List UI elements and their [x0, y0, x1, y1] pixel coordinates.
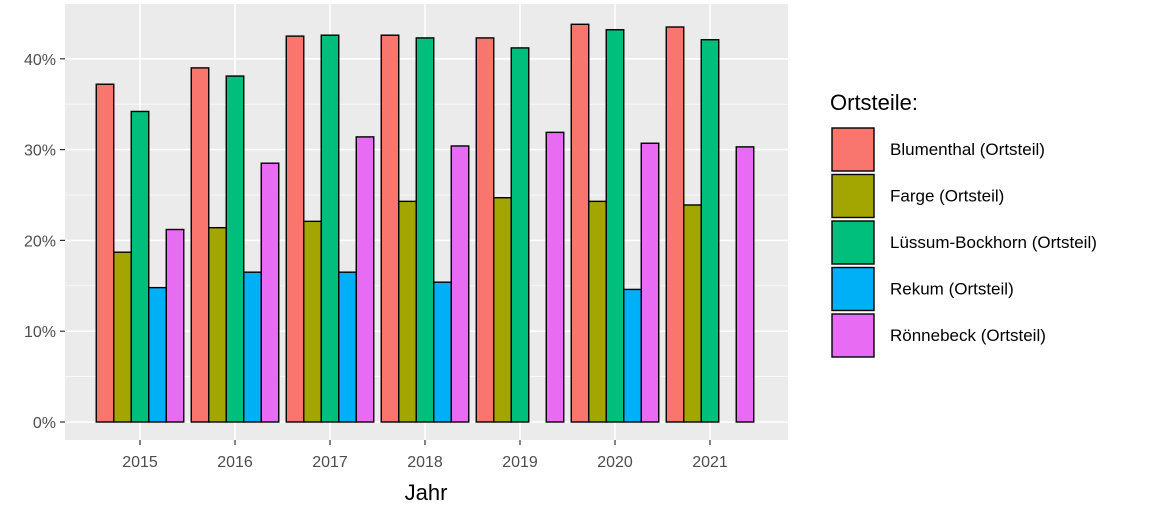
- x-tick-label: 2020: [597, 454, 633, 471]
- bar: [665, 26, 685, 423]
- bar: [95, 83, 115, 423]
- bars: [95, 23, 755, 423]
- y-tick-label: 30%: [24, 143, 56, 160]
- bar: [208, 226, 227, 423]
- legend-swatch: [831, 173, 875, 219]
- bar: [130, 110, 150, 423]
- legend-label: Lüssum-Bockhorn (Ortsteil): [890, 233, 1097, 252]
- bar: [623, 288, 642, 423]
- bar: [588, 200, 607, 423]
- bar: [683, 204, 702, 423]
- bar: [545, 131, 565, 423]
- x-tick-label: 2021: [692, 454, 728, 471]
- bar: [113, 251, 132, 423]
- bar: [338, 271, 357, 423]
- bar: [148, 286, 167, 423]
- bar: [570, 23, 590, 423]
- bar: [493, 197, 512, 423]
- bar: [380, 34, 400, 423]
- bar: [398, 200, 417, 423]
- bar: [415, 37, 435, 423]
- bar: [735, 146, 755, 423]
- legend-swatch: [831, 127, 875, 172]
- legend-title: Ortsteile:: [830, 90, 918, 115]
- bar: [605, 29, 625, 423]
- bar: [190, 67, 210, 423]
- x-tick-label: 2016: [217, 454, 253, 471]
- legend-swatch: [831, 266, 875, 312]
- y-tick-label: 20%: [24, 233, 56, 250]
- bar: [433, 281, 452, 423]
- bar: [510, 47, 530, 423]
- bar: [700, 39, 720, 423]
- bar: [475, 37, 495, 423]
- legend: Ortsteile: Blumenthal (Ortsteil) Farge (O…: [830, 90, 1097, 358]
- legend-swatch: [831, 220, 875, 265]
- x-tick-label: 2019: [502, 454, 538, 471]
- x-tick-label: 2015: [122, 454, 158, 471]
- y-tick-label: 10%: [24, 324, 56, 341]
- bar: [260, 162, 280, 423]
- bar: [450, 145, 470, 423]
- legend-label: Blumenthal (Ortsteil): [890, 140, 1045, 159]
- x-tick-label: 2017: [312, 454, 348, 471]
- legend-label: Rönnebeck (Ortsteil): [890, 326, 1046, 345]
- bar: [225, 75, 245, 423]
- bar: [355, 136, 375, 423]
- legend-label: Farge (Ortsteil): [890, 187, 1004, 206]
- y-axis: 0% 10% 20% 30% 40%: [24, 52, 65, 432]
- x-axis-title: Jahr: [405, 480, 448, 505]
- y-tick-label: 40%: [24, 52, 56, 69]
- bar: [320, 34, 340, 423]
- y-tick-label: 0%: [33, 415, 56, 432]
- bar: [303, 220, 322, 423]
- legend-label: Rekum (Ortsteil): [890, 280, 1014, 299]
- bar: [640, 142, 660, 423]
- bar: [165, 228, 185, 423]
- bar: [285, 35, 305, 423]
- x-axis: 2015 2016 2017 2018 2019 2020 2021: [122, 440, 728, 471]
- x-tick-label: 2018: [407, 454, 443, 471]
- bar: [243, 271, 262, 423]
- legend-swatch: [831, 313, 875, 358]
